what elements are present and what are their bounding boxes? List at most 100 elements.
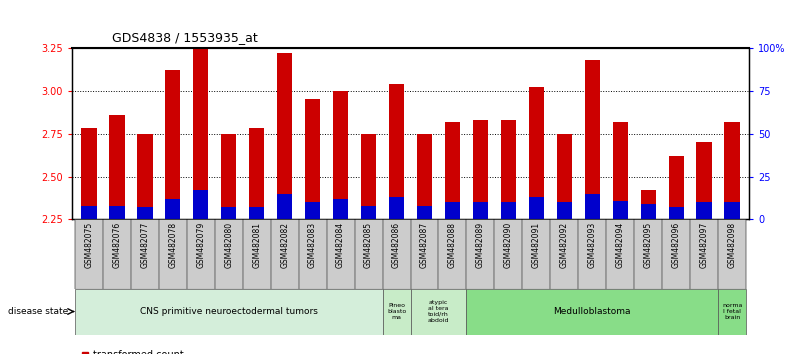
Bar: [159, 219, 187, 289]
Bar: [305, 202, 320, 219]
Bar: [697, 202, 712, 219]
Text: GSM482094: GSM482094: [616, 222, 625, 268]
Bar: [333, 199, 348, 219]
Bar: [662, 219, 690, 289]
Text: GSM482090: GSM482090: [504, 222, 513, 268]
Bar: [187, 219, 215, 289]
Bar: [669, 156, 684, 219]
Bar: [438, 219, 466, 289]
Bar: [81, 129, 97, 219]
Text: GSM482081: GSM482081: [252, 222, 261, 268]
Bar: [165, 70, 180, 219]
Bar: [109, 206, 124, 219]
Bar: [557, 133, 572, 219]
Bar: [585, 194, 600, 219]
Text: GSM482093: GSM482093: [588, 222, 597, 268]
Bar: [137, 207, 152, 219]
Bar: [445, 202, 460, 219]
Bar: [333, 91, 348, 219]
Bar: [634, 219, 662, 289]
Bar: [249, 129, 264, 219]
Text: GSM482080: GSM482080: [224, 222, 233, 268]
Bar: [271, 219, 299, 289]
Bar: [473, 120, 488, 219]
Text: Pineo
blasto
ma: Pineo blasto ma: [387, 303, 406, 320]
Bar: [718, 219, 747, 289]
Bar: [327, 219, 355, 289]
Bar: [494, 219, 522, 289]
Bar: [466, 289, 718, 335]
Text: GSM482087: GSM482087: [420, 222, 429, 268]
Bar: [355, 219, 383, 289]
Bar: [578, 219, 606, 289]
Bar: [473, 202, 488, 219]
Bar: [383, 219, 410, 289]
Bar: [718, 289, 747, 335]
Bar: [249, 207, 264, 219]
Bar: [74, 289, 383, 335]
Bar: [417, 133, 433, 219]
Bar: [277, 194, 292, 219]
Bar: [613, 122, 628, 219]
Text: GSM482085: GSM482085: [364, 222, 373, 268]
Bar: [215, 219, 243, 289]
Bar: [690, 219, 718, 289]
Text: GSM482075: GSM482075: [84, 222, 94, 268]
Text: CNS primitive neuroectodermal tumors: CNS primitive neuroectodermal tumors: [140, 307, 318, 316]
Text: GSM482084: GSM482084: [336, 222, 345, 268]
Bar: [131, 219, 159, 289]
Bar: [243, 219, 271, 289]
Bar: [585, 60, 600, 219]
Bar: [557, 202, 572, 219]
Text: GSM482076: GSM482076: [112, 222, 121, 268]
Bar: [221, 207, 236, 219]
Bar: [669, 207, 684, 219]
Bar: [305, 99, 320, 219]
Bar: [529, 197, 544, 219]
Bar: [641, 190, 656, 219]
Bar: [137, 133, 152, 219]
Bar: [410, 289, 466, 335]
Bar: [641, 204, 656, 219]
Bar: [417, 206, 433, 219]
Bar: [410, 219, 438, 289]
Bar: [103, 219, 131, 289]
Bar: [193, 190, 208, 219]
Bar: [388, 84, 405, 219]
Text: disease state: disease state: [8, 307, 68, 316]
Bar: [501, 202, 516, 219]
Bar: [550, 219, 578, 289]
Text: GSM482082: GSM482082: [280, 222, 289, 268]
Bar: [613, 201, 628, 219]
Bar: [724, 202, 740, 219]
Bar: [724, 122, 740, 219]
Bar: [361, 133, 376, 219]
Text: GSM482086: GSM482086: [392, 222, 401, 268]
Bar: [361, 206, 376, 219]
Text: GSM482092: GSM482092: [560, 222, 569, 268]
Text: GSM482083: GSM482083: [308, 222, 317, 268]
Bar: [165, 199, 180, 219]
Text: norma
l fetal
brain: norma l fetal brain: [722, 303, 743, 320]
Text: Medulloblastoma: Medulloblastoma: [553, 307, 631, 316]
Bar: [383, 289, 410, 335]
Bar: [221, 133, 236, 219]
Text: GSM482077: GSM482077: [140, 222, 149, 268]
Text: GDS4838 / 1553935_at: GDS4838 / 1553935_at: [112, 31, 258, 44]
Text: GSM482089: GSM482089: [476, 222, 485, 268]
Bar: [466, 219, 494, 289]
Bar: [529, 87, 544, 219]
Text: GSM482078: GSM482078: [168, 222, 177, 268]
Bar: [445, 122, 460, 219]
Bar: [81, 206, 97, 219]
Bar: [388, 197, 405, 219]
Text: GSM482088: GSM482088: [448, 222, 457, 268]
Bar: [277, 53, 292, 219]
Bar: [109, 115, 124, 219]
Bar: [522, 219, 550, 289]
Bar: [501, 120, 516, 219]
Bar: [193, 48, 208, 219]
Text: GSM482097: GSM482097: [700, 222, 709, 268]
Bar: [606, 219, 634, 289]
Bar: [74, 219, 103, 289]
